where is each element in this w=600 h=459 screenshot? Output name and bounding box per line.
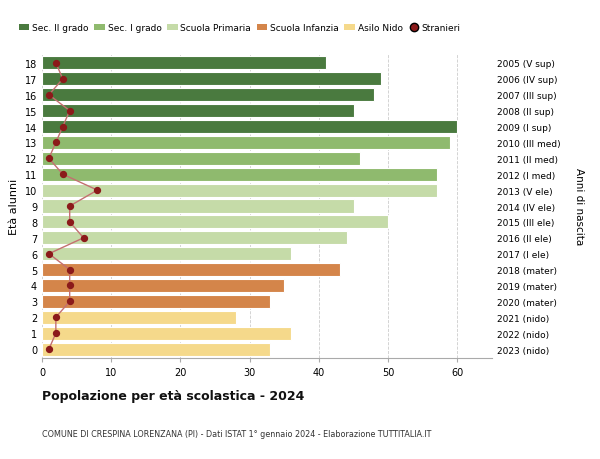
Point xyxy=(51,60,61,67)
Bar xyxy=(42,152,361,166)
Point xyxy=(58,76,68,84)
Bar xyxy=(42,168,437,181)
Bar xyxy=(42,327,291,340)
Point xyxy=(79,235,88,242)
Bar xyxy=(42,57,326,70)
Bar xyxy=(42,184,437,197)
Point xyxy=(65,266,74,274)
Point xyxy=(51,330,61,337)
Point xyxy=(51,314,61,321)
Bar xyxy=(42,311,236,324)
Bar xyxy=(42,200,353,213)
Point xyxy=(44,251,54,258)
Bar xyxy=(42,121,457,134)
Bar xyxy=(42,232,347,245)
Point xyxy=(65,219,74,226)
Point xyxy=(44,92,54,99)
Bar xyxy=(42,216,388,229)
Point xyxy=(51,140,61,147)
Bar xyxy=(42,105,353,118)
Point xyxy=(44,155,54,162)
Y-axis label: Età alunni: Età alunni xyxy=(9,179,19,235)
Bar xyxy=(42,280,284,292)
Bar xyxy=(42,295,271,308)
Bar xyxy=(42,137,451,150)
Point xyxy=(58,171,68,179)
Point xyxy=(65,298,74,305)
Bar xyxy=(42,263,340,276)
Bar xyxy=(42,247,291,261)
Legend: Sec. II grado, Sec. I grado, Scuola Primaria, Scuola Infanzia, Asilo Nido, Stran: Sec. II grado, Sec. I grado, Scuola Prim… xyxy=(15,20,464,36)
Y-axis label: Anni di nascita: Anni di nascita xyxy=(574,168,584,245)
Text: COMUNE DI CRESPINA LORENZANA (PI) - Dati ISTAT 1° gennaio 2024 - Elaborazione TU: COMUNE DI CRESPINA LORENZANA (PI) - Dati… xyxy=(42,429,431,438)
Bar xyxy=(42,89,374,102)
Point xyxy=(65,282,74,290)
Point xyxy=(65,108,74,115)
Point xyxy=(65,203,74,210)
Bar xyxy=(42,343,271,356)
Text: Popolazione per età scolastica - 2024: Popolazione per età scolastica - 2024 xyxy=(42,389,304,403)
Point xyxy=(44,346,54,353)
Bar xyxy=(42,73,381,86)
Point xyxy=(58,123,68,131)
Point xyxy=(92,187,102,194)
